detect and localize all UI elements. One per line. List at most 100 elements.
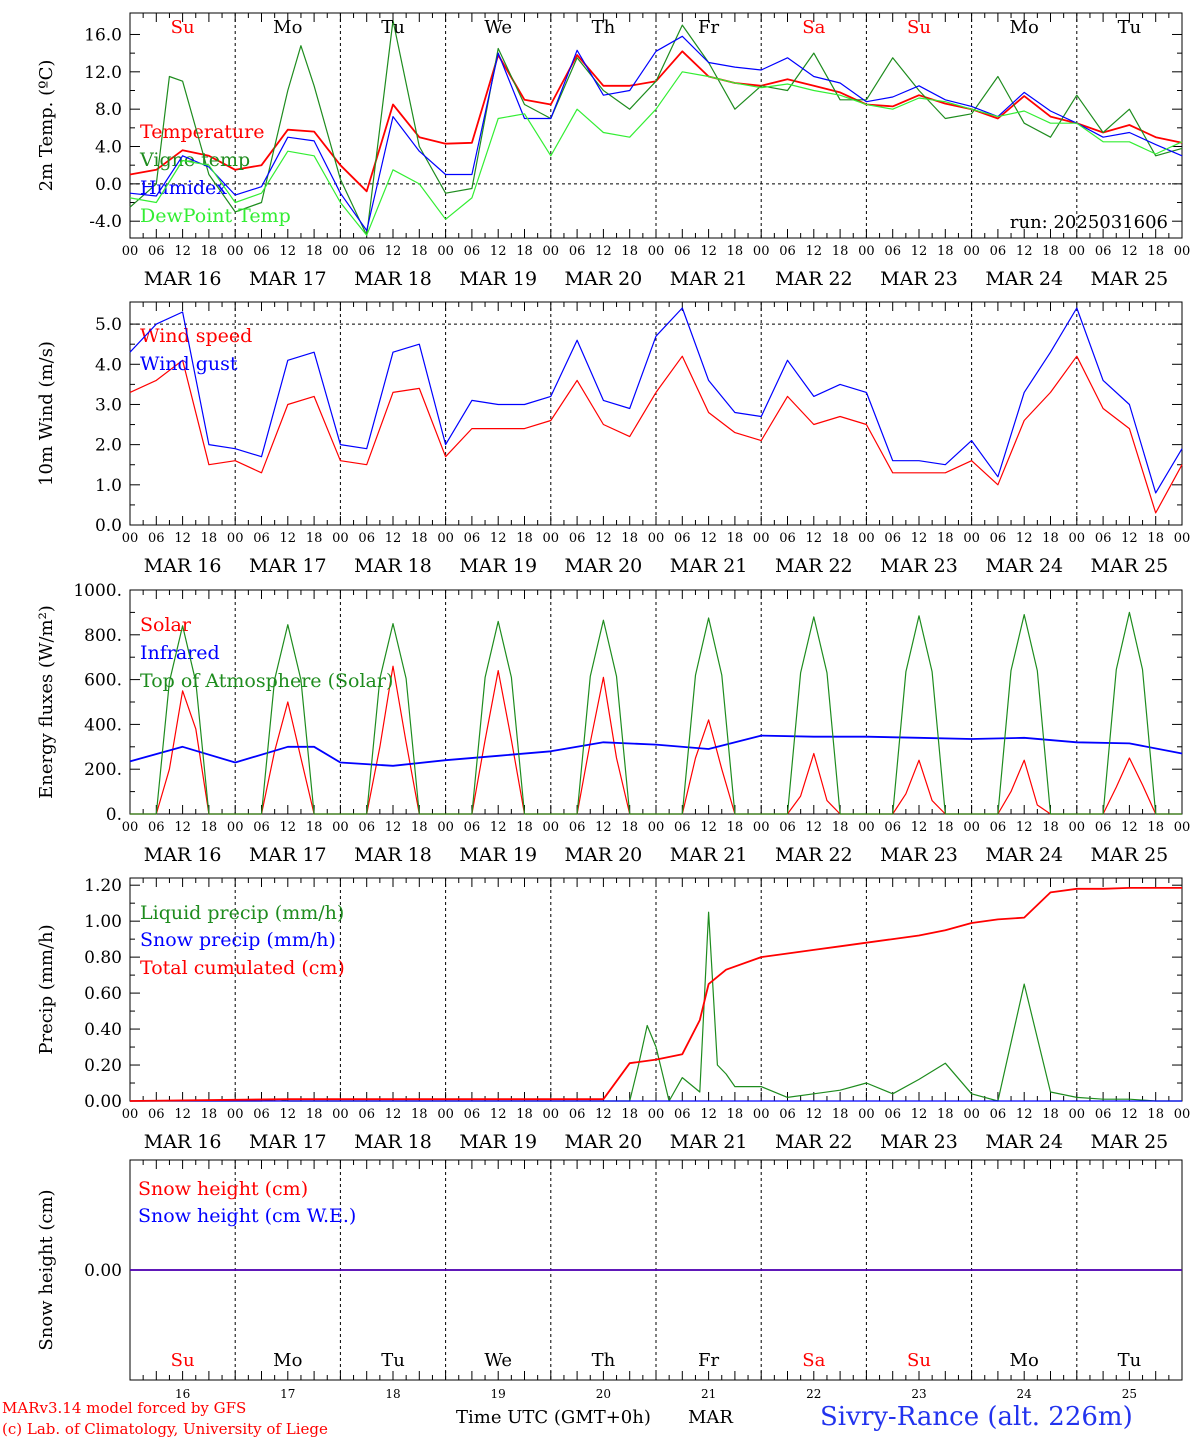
x-hour-label: 12 xyxy=(1016,531,1033,546)
x-hour-label: 12 xyxy=(595,531,612,546)
station-name: Sivry-Rance (alt. 226m) xyxy=(820,1402,1133,1432)
x-hour-label: 18 xyxy=(937,820,954,835)
x-hour-label: 18 xyxy=(306,244,323,259)
x-day-label: MAR 24 xyxy=(985,555,1063,577)
weekday-label: Th xyxy=(592,1350,616,1371)
x-day-label: MAR 16 xyxy=(144,268,222,290)
x-hour-label: 12 xyxy=(700,820,717,835)
y-tick-label: -4.0 xyxy=(89,212,122,232)
x-day-label: MAR 24 xyxy=(985,844,1063,866)
x-hour-label: 18 xyxy=(1042,1107,1059,1122)
x-day-label: MAR 22 xyxy=(775,555,853,577)
x-day-label: MAR 21 xyxy=(670,1131,748,1153)
day-number-label: 20 xyxy=(596,1387,611,1401)
x-hour-label: 12 xyxy=(174,1107,191,1122)
x-hour-label: 18 xyxy=(937,531,954,546)
y-tick-label: 1000. xyxy=(73,581,122,601)
x-day-label: MAR 21 xyxy=(670,844,748,866)
series-line-liquid-precip-mm-h- xyxy=(130,911,1182,1102)
y-tick-label: 3.0 xyxy=(95,395,122,415)
day-number-label: 16 xyxy=(175,1387,190,1401)
y-tick-label: 1.00 xyxy=(84,912,122,932)
x-hour-label: 00 xyxy=(122,1107,139,1122)
x-hour-label: 06 xyxy=(674,531,691,546)
weekday-label: Sa xyxy=(802,1350,825,1371)
x-hour-label: 00 xyxy=(858,244,875,259)
y-tick-label: 2.0 xyxy=(95,436,122,456)
x-hour-label: 06 xyxy=(1095,1107,1112,1122)
x-hour-label: 00 xyxy=(122,531,139,546)
day-number-label: 21 xyxy=(701,1387,716,1401)
x-hour-label: 18 xyxy=(306,820,323,835)
x-day-label: MAR 20 xyxy=(565,1131,643,1153)
x-hour-label: 18 xyxy=(411,244,428,259)
x-hour-label: 18 xyxy=(516,531,533,546)
run-annotation: run: 2025031606 xyxy=(1010,212,1168,233)
legend-entry: Top of Atmosphere (Solar) xyxy=(140,670,393,692)
x-day-label: MAR 16 xyxy=(144,1131,222,1153)
x-hour-label: 12 xyxy=(1121,1107,1138,1122)
month-label: MAR xyxy=(688,1407,733,1428)
x-hour-label: 00 xyxy=(227,820,244,835)
x-hour-label: 00 xyxy=(543,244,560,259)
x-hour-label: 06 xyxy=(990,820,1007,835)
series-line-total-cumulated-cm- xyxy=(129,887,1182,1102)
x-hour-label: 00 xyxy=(648,1107,665,1122)
x-hour-label: 12 xyxy=(280,531,297,546)
y-tick-label: 0.20 xyxy=(84,1056,122,1076)
y-tick-label: 0.00 xyxy=(84,1092,122,1112)
panel-2: 5.0 4.0 3.0 2.0 1.0 0.0 10m Wind (m/s) Wind spe… xyxy=(36,301,1190,577)
x-hour-label: 12 xyxy=(1016,1107,1033,1122)
x-hour-label: 18 xyxy=(832,820,849,835)
x-hour-label: 00 xyxy=(437,1107,454,1122)
x-hour-label: 12 xyxy=(700,1107,717,1122)
x-day-label: MAR 23 xyxy=(880,555,958,577)
x-hour-label: 00 xyxy=(648,531,665,546)
x-hour-label: 12 xyxy=(385,820,402,835)
series-line-wind-gust xyxy=(129,307,1183,494)
y-tick-label: 1.0 xyxy=(95,476,122,496)
x-day-label: MAR 18 xyxy=(354,268,432,290)
x-hour-label: 12 xyxy=(490,820,507,835)
x-hour-label: 18 xyxy=(1147,244,1164,259)
x-hour-label: 06 xyxy=(253,244,270,259)
x-hour-label: 18 xyxy=(1042,531,1059,546)
x-hour-label: 18 xyxy=(411,531,428,546)
series-line-humidex xyxy=(129,35,1183,232)
day-number-label: 17 xyxy=(280,1387,295,1401)
x-hour-label: 00 xyxy=(1069,531,1086,546)
y-tick-label: 16.0 xyxy=(84,25,122,45)
x-hour-label: 18 xyxy=(832,1107,849,1122)
series-line-top-of-atmosphere-solar- xyxy=(130,611,1182,815)
x-hour-label: 18 xyxy=(621,531,638,546)
series-line-dewpoint-temp xyxy=(129,71,1183,236)
weekday-label: Tu xyxy=(381,17,405,38)
x-hour-label: 00 xyxy=(437,531,454,546)
x-hour-label: 06 xyxy=(674,1107,691,1122)
x-hour-label: 00 xyxy=(543,820,560,835)
x-hour-label: 06 xyxy=(779,531,796,546)
y-axis-title: 2m Temp. (ºC) xyxy=(36,60,57,192)
y-tick-label: 200. xyxy=(84,760,122,780)
x-day-label: MAR 25 xyxy=(1091,1131,1169,1153)
weekday-label: We xyxy=(484,1350,512,1371)
x-day-label: MAR 22 xyxy=(775,1131,853,1153)
y-axis-title: 10m Wind (m/s) xyxy=(36,341,57,486)
y-tick-label: 5.0 xyxy=(95,315,122,335)
weekday-label: Tu xyxy=(1118,1350,1142,1371)
model-credit: MARv3.14 model forced by GFS xyxy=(2,1399,247,1417)
y-tick-label: 600. xyxy=(84,671,122,691)
x-hour-label: 12 xyxy=(700,531,717,546)
x-day-label: MAR 18 xyxy=(354,844,432,866)
legend-entry: Liquid precip (mm/h) xyxy=(140,902,344,924)
x-hour-label: 06 xyxy=(253,1107,270,1122)
x-day-label: MAR 17 xyxy=(249,268,327,290)
legend-entry: Wind speed xyxy=(140,325,252,347)
x-hour-label: 06 xyxy=(148,244,165,259)
x-hour-label: 18 xyxy=(621,820,638,835)
x-day-label: MAR 23 xyxy=(880,1131,958,1153)
x-hour-label: 18 xyxy=(727,244,744,259)
x-hour-label: 00 xyxy=(1069,820,1086,835)
x-day-label: MAR 22 xyxy=(775,268,853,290)
weekday-label: Su xyxy=(171,17,195,38)
